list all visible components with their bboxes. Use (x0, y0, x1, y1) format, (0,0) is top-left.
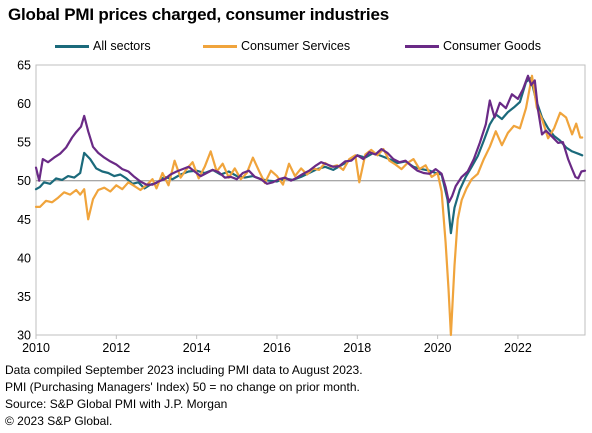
y-tick-label: 30 (17, 329, 31, 343)
chart-legend: All sectors Consumer Services Consumer G… (0, 36, 592, 56)
footer-note-pmi-definition: PMI (Purchasing Managers' Index) 50 = no… (5, 380, 360, 394)
y-tick-label: 40 (17, 251, 31, 265)
series-line-all-sectors (34, 76, 584, 235)
legend-swatch-all-sectors (55, 44, 89, 48)
legend-swatch-consumer-goods (405, 44, 439, 48)
y-tick-label: 35 (17, 290, 31, 304)
legend-label-all-sectors: All sectors (93, 39, 151, 53)
y-tick-label: 50 (17, 174, 31, 188)
legend-item-all-sectors: All sectors (55, 36, 151, 56)
legend-label-consumer-services: Consumer Services (241, 39, 351, 53)
legend-label-consumer-goods: Consumer Goods (443, 39, 541, 53)
x-tick-label: 2020 (424, 341, 452, 355)
x-tick-label: 2022 (504, 341, 532, 355)
footer-note-copyright: © 2023 S&P Global. (5, 414, 113, 428)
chart-title: Global PMI prices charged, consumer indu… (8, 5, 389, 24)
legend-item-consumer-services: Consumer Services (203, 36, 350, 56)
plot-frame (35, 64, 586, 336)
y-tick-label: 55 (17, 136, 31, 150)
x-tick-label: 2014 (183, 341, 211, 355)
legend-swatch-consumer-services (203, 44, 237, 48)
series-line-consumer-goods (34, 74, 587, 204)
x-tick-label: 2012 (102, 341, 130, 355)
y-tick-label: 65 (17, 59, 31, 73)
legend-item-consumer-goods: Consumer Goods (405, 36, 541, 56)
x-tick-label: 2018 (343, 341, 371, 355)
footer-note-source: Source: S&P Global PMI with J.P. Morgan (5, 397, 228, 411)
series-line-consumer-services (34, 74, 584, 337)
x-tick-label: 2010 (22, 341, 50, 355)
chart-footer: Data compiled September 2023 including P… (5, 362, 363, 430)
x-tick-label: 2016 (263, 341, 291, 355)
y-tick-label: 45 (17, 213, 31, 227)
y-tick-label: 60 (17, 97, 31, 111)
footer-note-data-compiled: Data compiled September 2023 including P… (5, 363, 363, 377)
line-chart: 30 35 40 45 50 55 60 65 2010 2012 2014 2016 2018 2020… (17, 59, 587, 355)
